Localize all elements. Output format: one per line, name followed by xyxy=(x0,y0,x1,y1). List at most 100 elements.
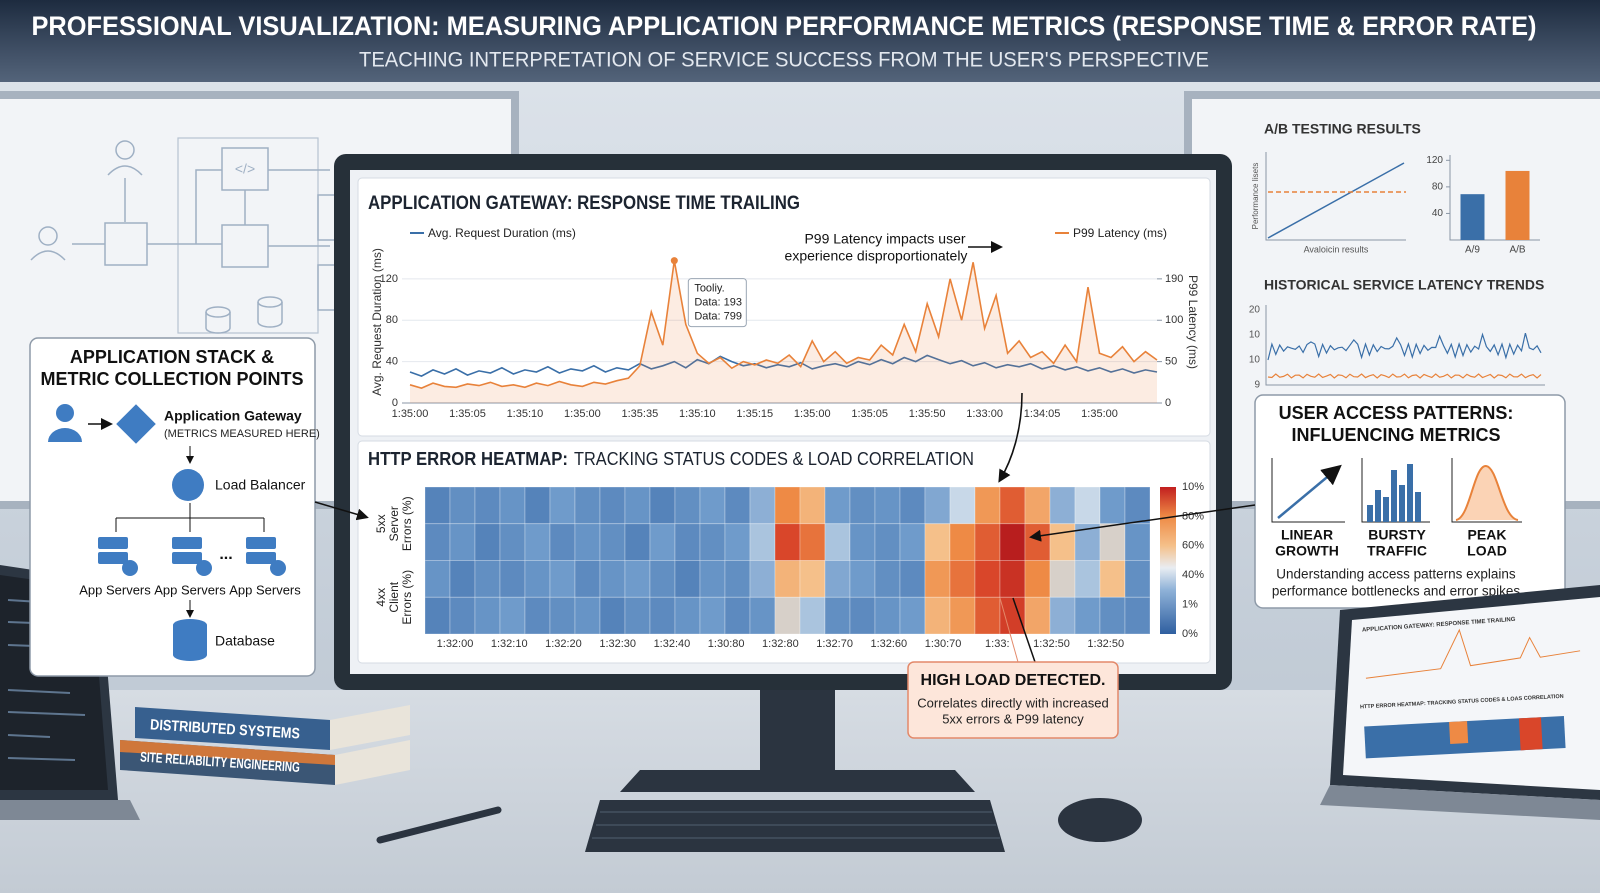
heat-cell xyxy=(424,596,451,635)
x-tick-label: 1:32:40 xyxy=(654,638,691,650)
heat-cell xyxy=(674,523,701,561)
heat-cell xyxy=(849,523,876,561)
decoration xyxy=(1320,785,1600,820)
y-tick-label: 9 xyxy=(1254,380,1260,391)
decoration xyxy=(1518,717,1543,751)
heat-cell xyxy=(449,560,476,598)
books: DISTRIBUTED SYSTEMS SITE RELIABILITY ENG… xyxy=(120,705,410,785)
label: App Servers xyxy=(229,582,301,597)
decoration xyxy=(72,169,330,247)
heat-cell xyxy=(1124,560,1151,598)
heat-cell xyxy=(524,560,551,598)
y-tick-label: 40 xyxy=(386,356,398,368)
heat-cell xyxy=(524,523,551,561)
row-label: Errors (%) xyxy=(400,570,414,625)
x-tick-label: 1:32:60 xyxy=(870,638,907,650)
heat-cell xyxy=(774,486,801,525)
decoration xyxy=(592,811,1000,839)
x-tick-label: 1:35:10 xyxy=(507,408,544,420)
y-axis-label: Avg. Request Duration (ms) xyxy=(370,248,384,396)
panel-note: Understanding access patterns explains xyxy=(1276,567,1516,582)
heat-cell xyxy=(599,486,626,525)
heat-cell xyxy=(1124,596,1151,635)
heat-cell xyxy=(874,596,901,635)
decoration xyxy=(30,250,66,261)
callout-box xyxy=(907,661,1119,739)
decoration xyxy=(115,503,265,532)
header-bar xyxy=(0,0,1600,82)
heat-cell xyxy=(999,560,1026,598)
decoration xyxy=(56,404,74,422)
decoration xyxy=(7,711,86,716)
decoration xyxy=(172,552,202,564)
heat-cell xyxy=(824,560,851,598)
decoration xyxy=(7,734,51,738)
decoration xyxy=(246,537,276,549)
heat-cell xyxy=(1024,596,1051,635)
annotation: experience disproportionately xyxy=(785,248,968,264)
heat-cell xyxy=(724,560,751,598)
heat-cell xyxy=(799,486,826,525)
decoration xyxy=(376,806,502,844)
heat-cell xyxy=(1074,560,1101,598)
chart-title: HISTORICAL SERVICE LATENCY TRENDS xyxy=(1264,277,1544,293)
area xyxy=(410,260,1157,403)
decoration xyxy=(7,689,71,694)
heat-cell xyxy=(449,596,476,635)
heat-cell xyxy=(649,560,676,598)
heat-cell xyxy=(974,596,1001,635)
ellipsis: ... xyxy=(219,546,232,563)
decoration xyxy=(1367,464,1421,522)
heat-cell xyxy=(1099,596,1126,635)
heat-cell xyxy=(749,486,776,525)
heat-cell xyxy=(1024,560,1051,598)
y2-tick-label: 50 xyxy=(1165,356,1177,368)
ab-testing: A/B TESTING RESULTS Performance Iisets A… xyxy=(1251,121,1540,256)
tooltip-text: Data: 193 xyxy=(694,297,742,309)
decoration xyxy=(122,560,138,576)
x-tick-label: 1:35:35 xyxy=(621,408,658,420)
heat-cell xyxy=(474,486,501,525)
heat-cell xyxy=(474,560,501,598)
heat-cell xyxy=(749,523,776,561)
y-axis-label: Performance Iisets xyxy=(1251,163,1260,230)
heat-cell xyxy=(474,596,501,635)
heat-cell xyxy=(949,560,976,598)
heat-cell xyxy=(624,560,651,598)
heat-cell xyxy=(599,560,626,598)
marker xyxy=(670,257,678,265)
callout-title: HIGH LOAD DETECTED. xyxy=(921,672,1106,689)
arrow xyxy=(998,392,1023,483)
x-tick-label: 1:34:05 xyxy=(1024,408,1061,420)
heat-cell xyxy=(699,486,726,525)
x-tick-label: 1:30:80 xyxy=(708,638,745,650)
y-tick-label: 0 xyxy=(392,397,398,409)
pattern-label: LOAD xyxy=(1467,543,1507,559)
heat-cell xyxy=(949,486,976,525)
heat-cell xyxy=(649,596,676,635)
tooltip-text: Data: 799 xyxy=(694,311,742,323)
x-tick-label: 1:32:70 xyxy=(816,638,853,650)
heat-cell xyxy=(574,560,601,598)
decoration xyxy=(335,740,410,785)
decoration xyxy=(1265,152,1406,241)
decoration xyxy=(1271,458,1345,523)
heat-cell xyxy=(874,560,901,598)
decoration xyxy=(330,705,410,750)
label: App Servers xyxy=(154,582,226,597)
x-tick-label: 1:35:50 xyxy=(909,408,946,420)
x-tick-label: A/B xyxy=(1509,245,1525,256)
decoration xyxy=(1367,505,1373,522)
y2-axis-label: P99 Latency (ms) xyxy=(1186,275,1200,369)
panel-title: INFLUENCING METRICS xyxy=(1292,425,1501,445)
decoration xyxy=(172,537,202,549)
access-panel: USER ACCESS PATTERNS: INFLUENCING METRIC… xyxy=(1029,394,1566,609)
x-tick-label: 1:35:05 xyxy=(851,408,888,420)
trend-line xyxy=(1267,332,1542,361)
decoration xyxy=(1455,465,1519,521)
legend-label: Avg. Request Duration (ms) xyxy=(428,226,576,240)
heat-cell xyxy=(524,596,551,635)
x-tick-label: 1:35:00 xyxy=(1081,408,1118,420)
legend-label: P99 Latency (ms) xyxy=(1073,226,1167,240)
